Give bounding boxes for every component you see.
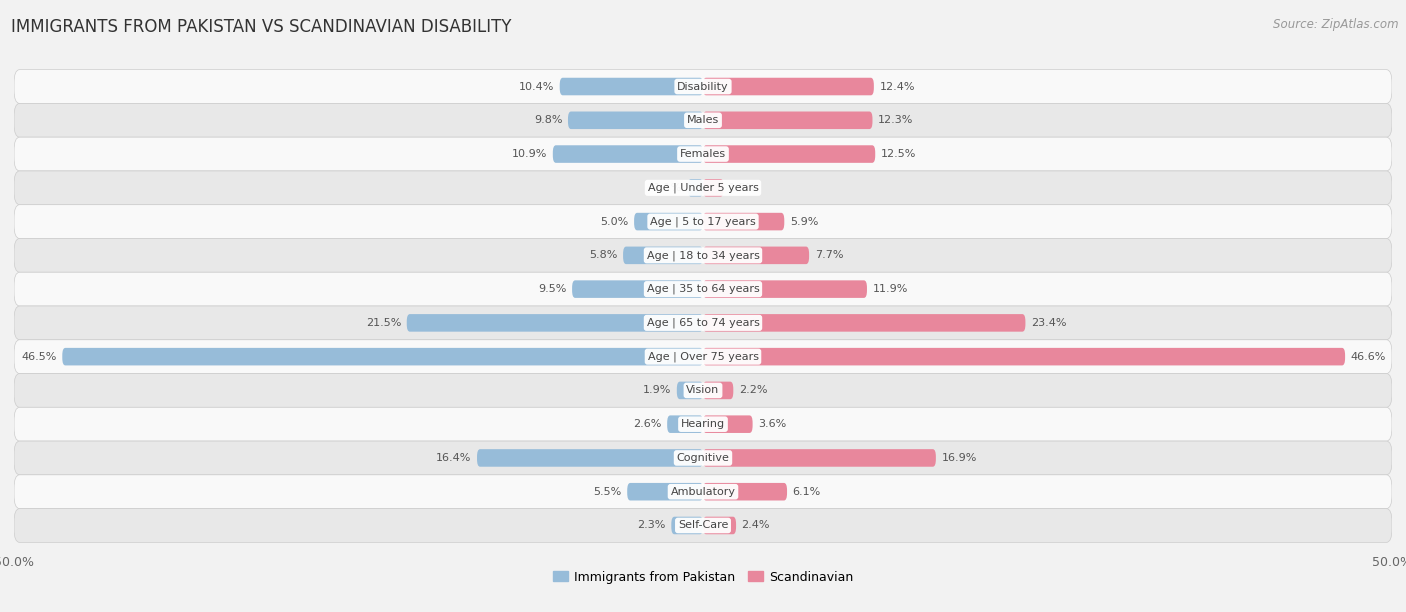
FancyBboxPatch shape bbox=[703, 111, 873, 129]
Text: 5.8%: 5.8% bbox=[589, 250, 617, 260]
FancyBboxPatch shape bbox=[703, 145, 875, 163]
Text: 16.9%: 16.9% bbox=[942, 453, 977, 463]
Text: Age | 35 to 64 years: Age | 35 to 64 years bbox=[647, 284, 759, 294]
Legend: Immigrants from Pakistan, Scandinavian: Immigrants from Pakistan, Scandinavian bbox=[548, 565, 858, 589]
FancyBboxPatch shape bbox=[14, 239, 1392, 272]
Text: 1.9%: 1.9% bbox=[643, 386, 671, 395]
Text: Age | Over 75 years: Age | Over 75 years bbox=[648, 351, 758, 362]
Text: 2.2%: 2.2% bbox=[738, 386, 768, 395]
Text: 3.6%: 3.6% bbox=[758, 419, 786, 429]
FancyBboxPatch shape bbox=[623, 247, 703, 264]
Text: 2.6%: 2.6% bbox=[633, 419, 662, 429]
FancyBboxPatch shape bbox=[14, 509, 1392, 542]
Text: 2.4%: 2.4% bbox=[741, 520, 770, 531]
FancyBboxPatch shape bbox=[627, 483, 703, 501]
Text: 9.5%: 9.5% bbox=[538, 284, 567, 294]
FancyBboxPatch shape bbox=[14, 441, 1392, 475]
FancyBboxPatch shape bbox=[703, 179, 724, 196]
Text: 10.4%: 10.4% bbox=[519, 81, 554, 92]
Text: Age | Under 5 years: Age | Under 5 years bbox=[648, 182, 758, 193]
FancyBboxPatch shape bbox=[14, 373, 1392, 408]
Text: Age | 5 to 17 years: Age | 5 to 17 years bbox=[650, 216, 756, 227]
FancyBboxPatch shape bbox=[703, 416, 752, 433]
FancyBboxPatch shape bbox=[703, 382, 734, 399]
FancyBboxPatch shape bbox=[568, 111, 703, 129]
FancyBboxPatch shape bbox=[14, 306, 1392, 340]
Text: 5.0%: 5.0% bbox=[600, 217, 628, 226]
Text: Age | 18 to 34 years: Age | 18 to 34 years bbox=[647, 250, 759, 261]
FancyBboxPatch shape bbox=[703, 78, 875, 95]
FancyBboxPatch shape bbox=[703, 247, 808, 264]
FancyBboxPatch shape bbox=[634, 213, 703, 230]
Text: 46.6%: 46.6% bbox=[1351, 352, 1386, 362]
Text: Vision: Vision bbox=[686, 386, 720, 395]
Text: 16.4%: 16.4% bbox=[436, 453, 471, 463]
Text: 6.1%: 6.1% bbox=[793, 487, 821, 497]
Text: 21.5%: 21.5% bbox=[366, 318, 401, 328]
FancyBboxPatch shape bbox=[671, 517, 703, 534]
Text: Cognitive: Cognitive bbox=[676, 453, 730, 463]
FancyBboxPatch shape bbox=[477, 449, 703, 467]
Text: Hearing: Hearing bbox=[681, 419, 725, 429]
Text: 1.1%: 1.1% bbox=[654, 183, 682, 193]
FancyBboxPatch shape bbox=[703, 483, 787, 501]
Text: 5.9%: 5.9% bbox=[790, 217, 818, 226]
Text: 9.8%: 9.8% bbox=[534, 115, 562, 125]
FancyBboxPatch shape bbox=[14, 103, 1392, 137]
FancyBboxPatch shape bbox=[572, 280, 703, 298]
FancyBboxPatch shape bbox=[676, 382, 703, 399]
Text: 1.5%: 1.5% bbox=[730, 183, 758, 193]
FancyBboxPatch shape bbox=[62, 348, 703, 365]
FancyBboxPatch shape bbox=[406, 314, 703, 332]
FancyBboxPatch shape bbox=[703, 449, 936, 467]
FancyBboxPatch shape bbox=[668, 416, 703, 433]
Text: Ambulatory: Ambulatory bbox=[671, 487, 735, 497]
Text: 12.3%: 12.3% bbox=[877, 115, 914, 125]
FancyBboxPatch shape bbox=[14, 204, 1392, 239]
FancyBboxPatch shape bbox=[14, 137, 1392, 171]
Text: 12.4%: 12.4% bbox=[879, 81, 915, 92]
FancyBboxPatch shape bbox=[553, 145, 703, 163]
FancyBboxPatch shape bbox=[703, 517, 737, 534]
Text: 11.9%: 11.9% bbox=[873, 284, 908, 294]
Text: Males: Males bbox=[688, 115, 718, 125]
Text: 46.5%: 46.5% bbox=[21, 352, 56, 362]
FancyBboxPatch shape bbox=[14, 70, 1392, 103]
FancyBboxPatch shape bbox=[688, 179, 703, 196]
FancyBboxPatch shape bbox=[703, 280, 868, 298]
FancyBboxPatch shape bbox=[14, 340, 1392, 373]
FancyBboxPatch shape bbox=[14, 475, 1392, 509]
FancyBboxPatch shape bbox=[703, 213, 785, 230]
Text: Self-Care: Self-Care bbox=[678, 520, 728, 531]
FancyBboxPatch shape bbox=[14, 272, 1392, 306]
FancyBboxPatch shape bbox=[14, 408, 1392, 441]
Text: IMMIGRANTS FROM PAKISTAN VS SCANDINAVIAN DISABILITY: IMMIGRANTS FROM PAKISTAN VS SCANDINAVIAN… bbox=[11, 18, 512, 36]
FancyBboxPatch shape bbox=[560, 78, 703, 95]
Text: 7.7%: 7.7% bbox=[814, 250, 844, 260]
Text: 12.5%: 12.5% bbox=[880, 149, 917, 159]
Text: Source: ZipAtlas.com: Source: ZipAtlas.com bbox=[1274, 18, 1399, 31]
Text: 23.4%: 23.4% bbox=[1031, 318, 1066, 328]
Text: 5.5%: 5.5% bbox=[593, 487, 621, 497]
Text: Age | 65 to 74 years: Age | 65 to 74 years bbox=[647, 318, 759, 328]
Text: Females: Females bbox=[681, 149, 725, 159]
FancyBboxPatch shape bbox=[703, 314, 1025, 332]
Text: Disability: Disability bbox=[678, 81, 728, 92]
FancyBboxPatch shape bbox=[703, 348, 1346, 365]
Text: 2.3%: 2.3% bbox=[637, 520, 666, 531]
FancyBboxPatch shape bbox=[14, 171, 1392, 204]
Text: 10.9%: 10.9% bbox=[512, 149, 547, 159]
